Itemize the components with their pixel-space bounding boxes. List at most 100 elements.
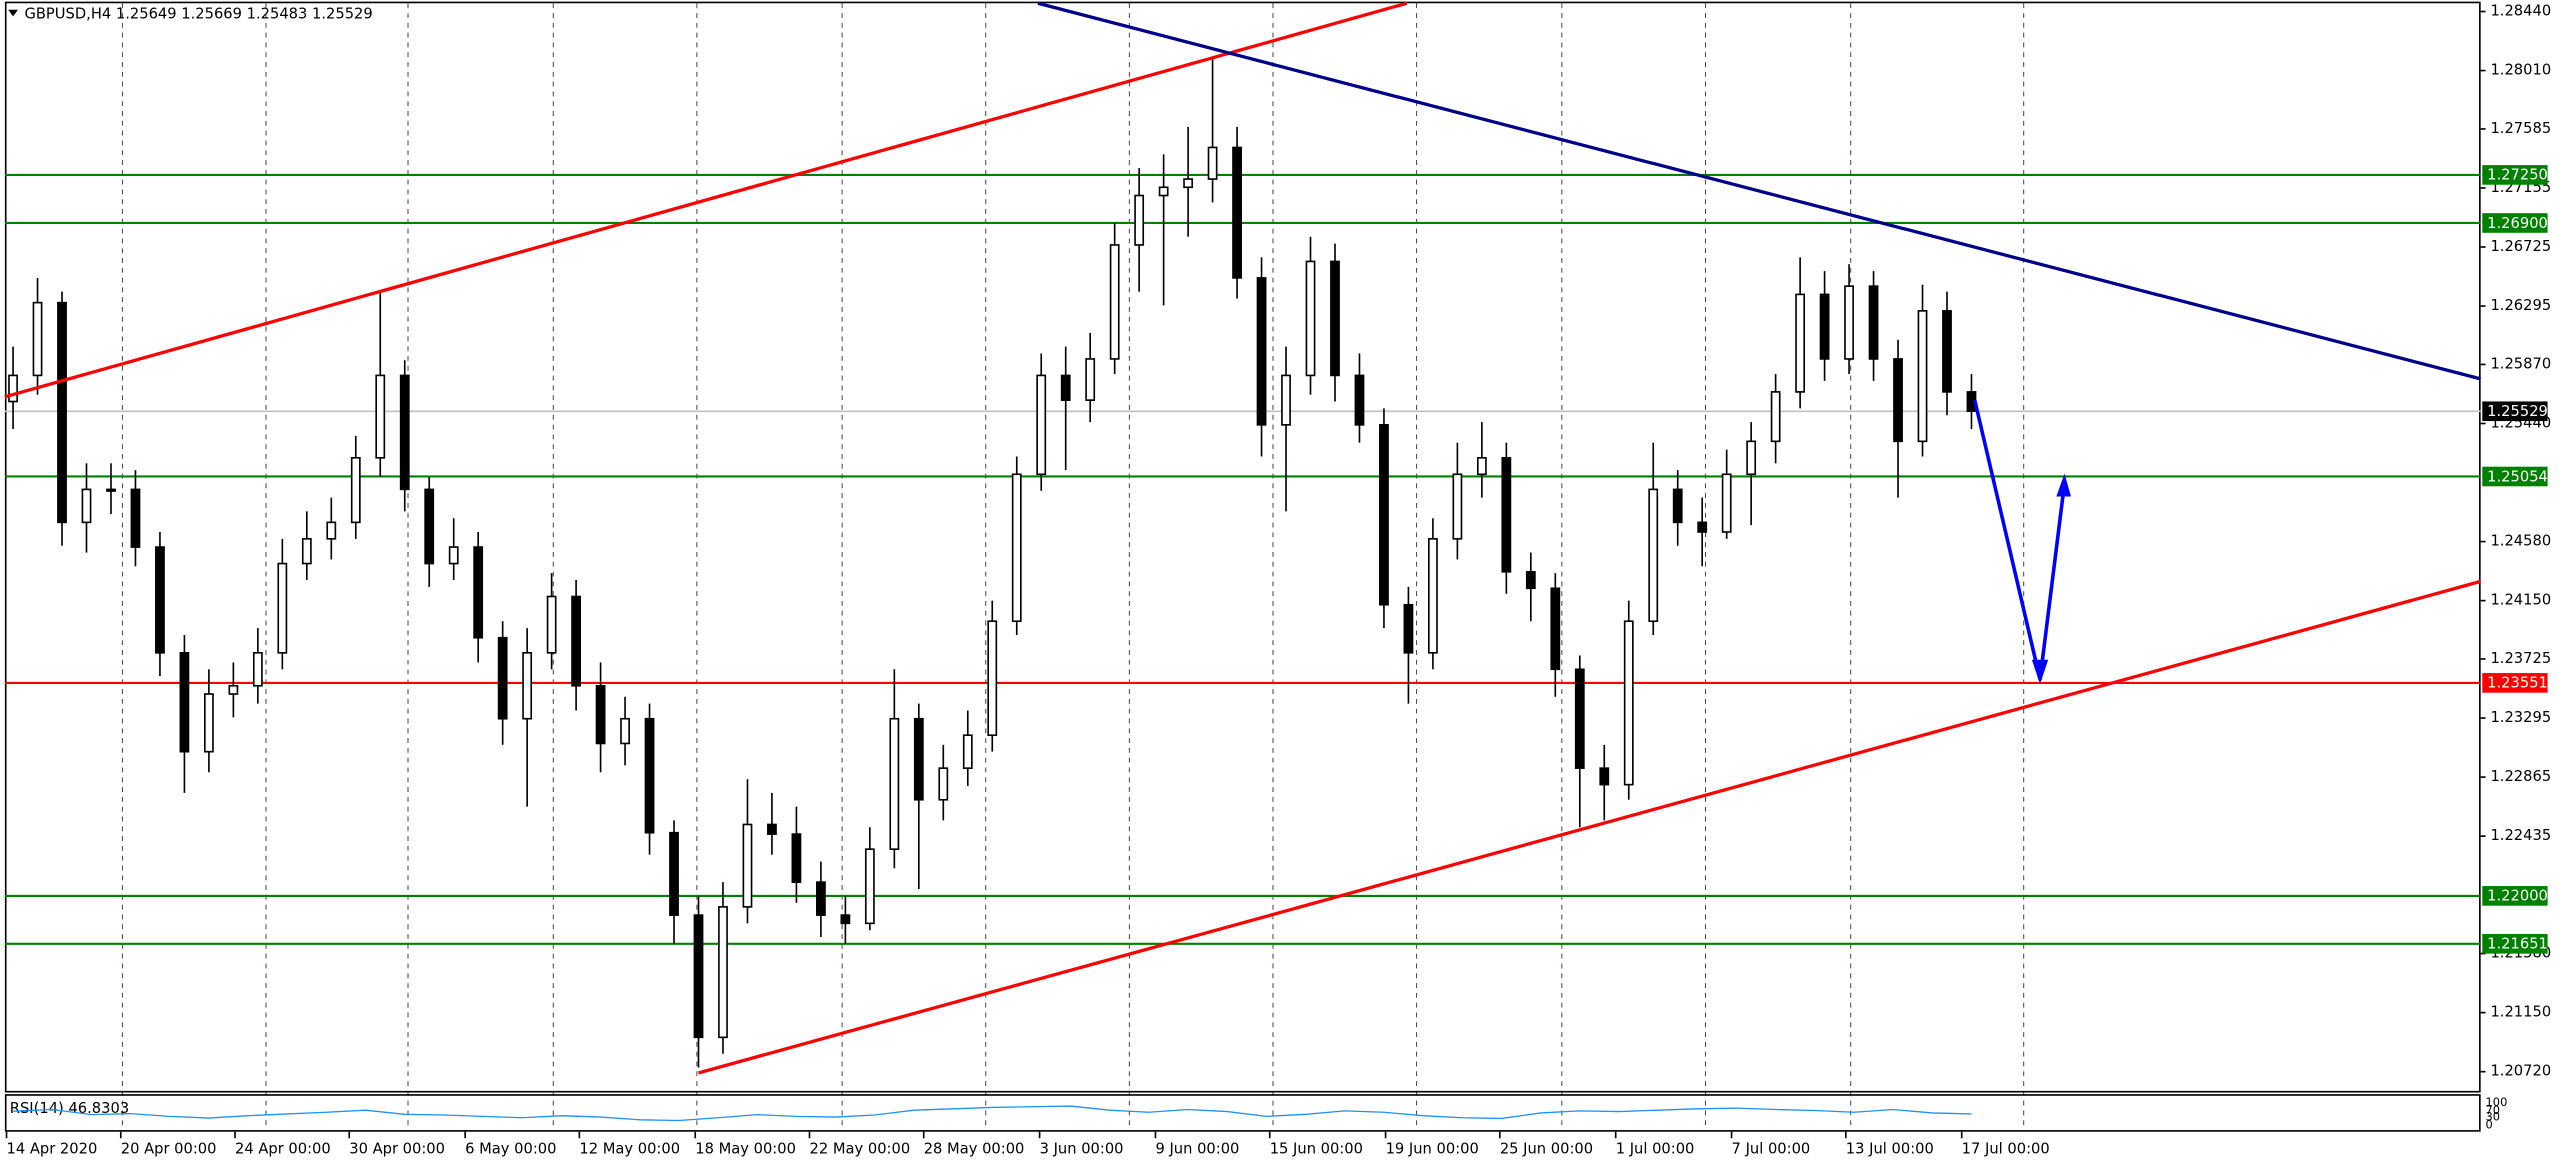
- candle-body: [1183, 178, 1194, 189]
- candle-body: [8, 374, 18, 403]
- x-tick-label: 25 Jun 00:00: [1500, 1141, 1593, 1158]
- candle-body: [179, 651, 190, 753]
- y-tick-label: 1.27585: [2490, 120, 2551, 137]
- candle-body: [1428, 538, 1438, 654]
- candle-body: [1379, 424, 1389, 606]
- level-label: 1.27250: [2487, 167, 2548, 184]
- candle-body: [1256, 277, 1267, 426]
- candle-body: [840, 914, 851, 925]
- candle-body: [1158, 186, 1169, 197]
- candle-body: [1942, 310, 1952, 393]
- candle-body: [1305, 260, 1316, 377]
- candle-body: [1550, 587, 1561, 671]
- current-price-box: [2482, 401, 2548, 422]
- candle-body: [424, 488, 435, 565]
- candle-body: [767, 823, 777, 835]
- x-tick-label: 6 May 00:00: [465, 1141, 556, 1158]
- y-tick-label: 1.25870: [2490, 355, 2551, 372]
- candle-body: [1697, 521, 1708, 533]
- candle-body: [1109, 244, 1120, 360]
- x-tick-label: 7 Jul 00:00: [1732, 1141, 1811, 1158]
- x-tick-label: 13 Jul 00:00: [1846, 1141, 1934, 1158]
- level-label-box: [2482, 165, 2548, 185]
- x-tick-label: 18 May 00:00: [695, 1141, 796, 1158]
- x-tick-label: 20 Apr 00:00: [121, 1141, 217, 1158]
- candle-body: [1207, 146, 1218, 180]
- candle-body: [1085, 358, 1096, 401]
- candle-body: [228, 684, 239, 695]
- candle-body: [522, 651, 533, 720]
- rsi-scale-label: 30: [2486, 1110, 2501, 1124]
- candle-body: [1893, 358, 1903, 443]
- candle-body: [571, 595, 581, 687]
- rsi-label: RSI(14) 46.8303: [10, 1100, 129, 1117]
- candle-body: [1330, 260, 1340, 377]
- y-tick-label: 1.28010: [2490, 62, 2551, 79]
- candle-body: [1011, 473, 1022, 623]
- candle-body: [155, 546, 165, 654]
- candle-body: [57, 301, 67, 524]
- rsi-scale-label: 0: [2486, 1118, 2493, 1132]
- candle-body: [864, 848, 875, 925]
- x-tick-label: 3 Jun 00:00: [1040, 1141, 1124, 1158]
- candle-body: [620, 717, 630, 745]
- y-tick-label: 1.23725: [2490, 650, 2551, 667]
- time-axis: 14 Apr 2020 20 Apr 00:00 24 Apr 00:00 30 Ap…: [5, 1131, 2050, 1158]
- candle-body: [693, 914, 704, 1039]
- candle-body: [1770, 391, 1781, 443]
- candle-body: [1721, 473, 1732, 533]
- rsi-line: [13, 1105, 1972, 1122]
- x-tick-label: 12 May 00:00: [579, 1141, 680, 1158]
- candle-body: [497, 636, 508, 720]
- price-axis: 1.284401.280101.275851.271551.267251.262…: [2480, 3, 2551, 1080]
- x-tick-label: 30 Apr 00:00: [349, 1141, 445, 1158]
- candle-body: [791, 833, 802, 883]
- x-tick-label: 19 Jun 00:00: [1386, 1141, 1479, 1158]
- candle-body: [1060, 374, 1071, 401]
- level-label: 1.22000: [2487, 888, 2548, 905]
- x-tick-label: 14 Apr 2020: [7, 1141, 98, 1158]
- candle-body: [1819, 293, 1830, 360]
- arrow-head: [2056, 473, 2072, 497]
- rsi-scale-label: 70: [2486, 1103, 2501, 1117]
- menu-icon[interactable]: [8, 9, 18, 17]
- y-tick-label: 1.24580: [2490, 533, 2551, 550]
- current-price-label: 1.25529: [2487, 403, 2548, 420]
- chart-header: GBPUSD,H4 1.25649 1.25669 1.25483 1.2552…: [24, 6, 372, 23]
- candle-body: [1452, 473, 1463, 540]
- y-tick-label: 1.26725: [2490, 238, 2551, 255]
- candle-body: [399, 374, 410, 491]
- arrow-head: [2031, 659, 2049, 685]
- candle-body: [938, 767, 949, 801]
- candle-body: [1648, 488, 1659, 623]
- x-tick-label: 22 May 00:00: [809, 1141, 910, 1158]
- candle-body: [816, 881, 826, 916]
- candle-body: [1525, 570, 1536, 590]
- x-tick-label: 17 Jul 00:00: [1962, 1141, 2050, 1158]
- y-tick-label: 1.20720: [2490, 1063, 2551, 1080]
- candle-body: [889, 717, 900, 851]
- candle-body: [277, 562, 288, 654]
- trend-line: [698, 579, 2482, 1075]
- x-tick-label: 24 Apr 00:00: [235, 1141, 331, 1158]
- candle-body: [375, 374, 386, 459]
- level-label: 1.23551: [2487, 675, 2548, 692]
- candle-body: [1354, 374, 1365, 426]
- trend-line: [4, 1, 1408, 399]
- candle-body: [448, 546, 459, 565]
- candle-body: [130, 488, 141, 548]
- y-tick-label: 1.22865: [2490, 768, 2551, 785]
- y-tick-label: 1.22435: [2490, 827, 2551, 844]
- rsi-pane: [4, 1094, 2481, 1132]
- level-label-box: [2482, 466, 2548, 487]
- level-label: 1.25054: [2487, 468, 2548, 485]
- candle-body: [718, 906, 728, 1039]
- x-tick-label: 1 Jul 00:00: [1616, 1141, 1695, 1158]
- y-tick-label: 1.28440: [2490, 3, 2551, 20]
- candle-body: [1476, 456, 1487, 476]
- candle-body: [742, 823, 753, 908]
- candle-body: [1574, 668, 1585, 769]
